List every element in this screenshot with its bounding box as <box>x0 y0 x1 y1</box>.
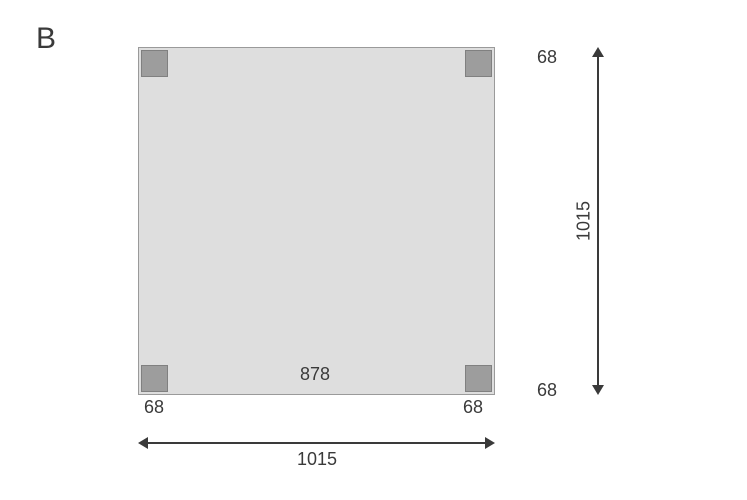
dimension-lines <box>0 0 747 500</box>
